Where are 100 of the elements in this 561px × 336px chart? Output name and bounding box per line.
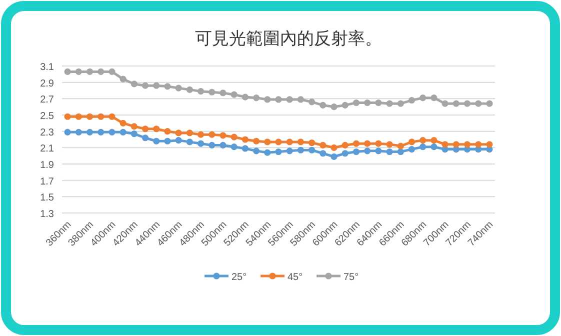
point (386, 100, 393, 107)
point (486, 100, 493, 107)
point (75, 68, 82, 76)
point (308, 146, 316, 154)
point (164, 128, 171, 135)
point (108, 68, 116, 76)
point (220, 132, 226, 139)
point (352, 148, 360, 156)
point (186, 138, 193, 146)
point (275, 138, 282, 146)
point (142, 82, 149, 89)
point (352, 140, 360, 147)
point (64, 128, 71, 136)
point (242, 136, 248, 143)
point (475, 141, 482, 148)
point (386, 148, 393, 156)
point (442, 100, 448, 107)
point (197, 140, 204, 147)
y-tick-label: 2.5 (40, 111, 54, 122)
point (420, 144, 426, 150)
point (342, 150, 348, 157)
point (442, 141, 448, 148)
point (286, 138, 293, 146)
point (130, 130, 138, 138)
point (175, 84, 182, 92)
point (120, 76, 126, 82)
point (420, 137, 426, 144)
point (475, 100, 482, 107)
point (286, 96, 293, 103)
point (297, 96, 304, 103)
point (142, 126, 149, 132)
point (220, 90, 226, 96)
point (275, 148, 282, 156)
point (342, 102, 348, 108)
point (464, 100, 471, 107)
point (308, 139, 316, 146)
point (452, 141, 460, 148)
point (330, 153, 338, 160)
point (197, 88, 204, 95)
point (330, 144, 338, 151)
point (64, 113, 71, 120)
point (320, 150, 326, 157)
point (320, 102, 326, 108)
point (408, 97, 416, 104)
y-tick-label: 2.7 (40, 94, 54, 106)
point (430, 137, 438, 144)
point (142, 134, 149, 142)
point (264, 149, 271, 156)
point (164, 83, 171, 90)
point (75, 128, 82, 136)
point (264, 96, 271, 103)
point (86, 128, 94, 136)
legend-label: 25° (232, 272, 247, 283)
point (120, 128, 126, 136)
point (320, 142, 326, 149)
point (153, 82, 160, 89)
point (364, 148, 371, 154)
point (130, 80, 138, 88)
point (153, 126, 160, 132)
point (397, 148, 404, 156)
point (230, 91, 238, 98)
point (86, 68, 94, 76)
y-tick-label: 1.3 (40, 209, 54, 220)
point (208, 131, 216, 138)
point (430, 144, 438, 150)
point (375, 140, 382, 147)
point (464, 141, 471, 148)
y-tick-label: 3.1 (40, 62, 54, 73)
point (352, 99, 360, 106)
point (98, 128, 104, 136)
point (208, 88, 216, 96)
point (420, 94, 426, 102)
point (186, 130, 193, 136)
point (230, 144, 238, 150)
point (130, 123, 138, 130)
point (408, 146, 416, 153)
point (297, 138, 304, 146)
legend-label: 45° (288, 272, 303, 283)
point (175, 130, 182, 136)
point (64, 68, 71, 76)
point (264, 138, 271, 146)
point (108, 113, 116, 120)
point (252, 94, 260, 102)
point (108, 128, 116, 136)
point (175, 137, 182, 144)
point (242, 94, 248, 100)
point (397, 142, 404, 150)
legend-label: 75° (344, 272, 359, 283)
point (430, 94, 438, 102)
point (275, 96, 282, 103)
point (86, 113, 94, 120)
point (230, 134, 238, 140)
point (364, 99, 371, 106)
chart-title: 可見光範圍內的反射率。 (195, 29, 382, 49)
point (386, 141, 393, 148)
point (486, 141, 493, 148)
point (120, 120, 126, 126)
point (364, 140, 371, 147)
point (252, 138, 260, 144)
point (164, 138, 171, 144)
